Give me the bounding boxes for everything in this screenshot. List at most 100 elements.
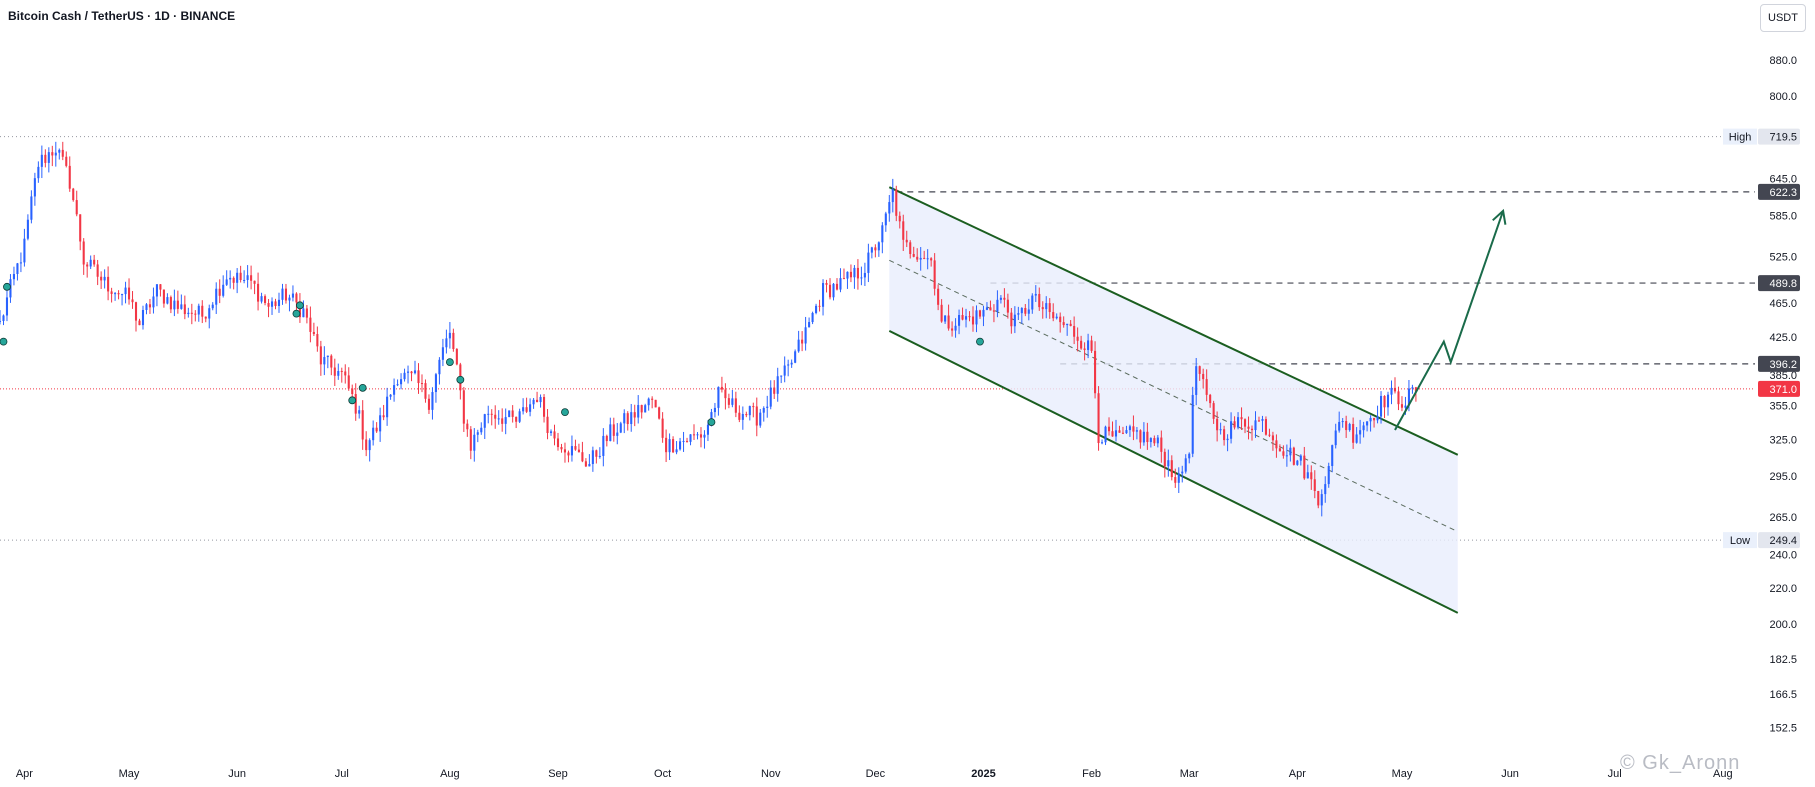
- candle-body: [400, 379, 403, 385]
- candle-body: [417, 370, 420, 384]
- price-tag-box: [1758, 380, 1800, 397]
- candle-body: [630, 412, 633, 425]
- price-tag-box: [1758, 183, 1800, 200]
- candle-body: [1327, 466, 1330, 485]
- candle-body: [1202, 373, 1205, 380]
- candle-body: [1373, 417, 1376, 421]
- candle-body: [204, 316, 207, 319]
- candle-body: [930, 258, 933, 261]
- candle-body: [637, 405, 640, 418]
- candle-body: [487, 413, 490, 415]
- candle-body: [51, 152, 54, 156]
- candle-body: [849, 271, 852, 278]
- signal-marker: [445, 358, 454, 367]
- candle-body: [434, 374, 437, 393]
- candle-body: [1083, 348, 1086, 350]
- candle-body: [860, 277, 863, 279]
- signal-marker: [292, 309, 301, 318]
- candle-body: [1191, 394, 1194, 454]
- candle-body: [1355, 434, 1358, 443]
- candle-body: [665, 437, 668, 453]
- candle-body: [748, 406, 751, 416]
- currency-button[interactable]: USDT: [1760, 4, 1806, 32]
- x-tick-label: Sep: [548, 768, 568, 780]
- candle-body: [1048, 303, 1051, 313]
- candle-body: [96, 264, 99, 277]
- candle-body: [1167, 460, 1170, 467]
- price-tag-box: [1758, 275, 1800, 292]
- candle-body: [752, 406, 755, 408]
- candle-body: [23, 238, 26, 263]
- candle-body: [1188, 453, 1191, 459]
- candle-body: [808, 322, 811, 328]
- candle-body: [1062, 322, 1065, 326]
- candle-body: [208, 308, 211, 319]
- candle-body: [1285, 455, 1288, 457]
- y-tick-label: 220.0: [1769, 583, 1797, 595]
- candle-body: [480, 427, 483, 433]
- x-tick-label: Aug: [440, 768, 460, 780]
- candle-body: [441, 347, 444, 360]
- y-tick-label: 166.5: [1769, 689, 1797, 701]
- candle-body: [274, 301, 277, 307]
- candle-body: [1271, 435, 1274, 441]
- signal-marker: [456, 375, 465, 384]
- candle-body: [40, 154, 43, 167]
- candle-body: [1156, 437, 1159, 444]
- candle-body: [490, 413, 493, 415]
- candle-body: [954, 325, 957, 331]
- channel-upper-line: [888, 186, 1459, 456]
- candle-body: [685, 440, 689, 442]
- candle-body: [1003, 297, 1006, 300]
- signal-marker: [296, 301, 304, 310]
- candle-body: [1268, 434, 1271, 436]
- candle-body: [1017, 313, 1020, 315]
- y-tick-label: 182.5: [1769, 654, 1797, 666]
- candle-body: [898, 215, 901, 222]
- candle-body: [1146, 431, 1149, 443]
- candle-body: [86, 264, 89, 267]
- candle-body: [923, 257, 926, 259]
- candle-body: [5, 297, 9, 316]
- x-tick-label: 2025: [971, 768, 995, 780]
- y-tick-label: 385.0: [1769, 370, 1797, 382]
- candle-body: [75, 200, 78, 215]
- candle-body: [229, 277, 232, 280]
- candle-body: [452, 332, 455, 350]
- candle-body: [1310, 472, 1313, 480]
- y-tick-label: 200.0: [1769, 619, 1797, 631]
- x-tick-label: Jul: [1608, 768, 1622, 780]
- candle-body: [504, 417, 507, 424]
- candle-body: [1090, 340, 1093, 351]
- candle-body: [1066, 323, 1069, 326]
- descending-channel[interactable]: [888, 186, 1459, 614]
- candle-body: [741, 413, 744, 420]
- candle-body: [1038, 293, 1041, 308]
- candle-body: [413, 370, 417, 374]
- candle-body: [1379, 395, 1383, 417]
- x-tick-label: Apr: [1289, 768, 1306, 780]
- projection-path: [1394, 210, 1505, 431]
- candle-body: [644, 405, 647, 413]
- candle-body: [661, 418, 664, 438]
- time-axis[interactable]: Apr May Jun Jul Aug Sep Oct Nov Dec 2025 Feb Mar Apr…: [16, 768, 1733, 780]
- candle-body: [312, 331, 315, 335]
- candle-body: [689, 434, 692, 442]
- candle-body: [127, 287, 131, 300]
- candle-body: [61, 149, 64, 157]
- price-tag-value: 719.5: [1769, 132, 1797, 144]
- candle-body: [971, 316, 975, 325]
- candle-body: [944, 315, 947, 322]
- projection-arrow[interactable]: [1394, 208, 1507, 431]
- candle-body: [563, 449, 567, 453]
- candle-body: [1212, 403, 1215, 419]
- candle-body: [333, 367, 336, 376]
- candle-body: [787, 364, 790, 366]
- candle-body: [933, 260, 936, 289]
- candle-body: [302, 308, 305, 318]
- candle-body: [978, 310, 982, 317]
- candle-body: [804, 327, 807, 344]
- candle-body: [794, 351, 797, 363]
- candle-body: [682, 440, 685, 442]
